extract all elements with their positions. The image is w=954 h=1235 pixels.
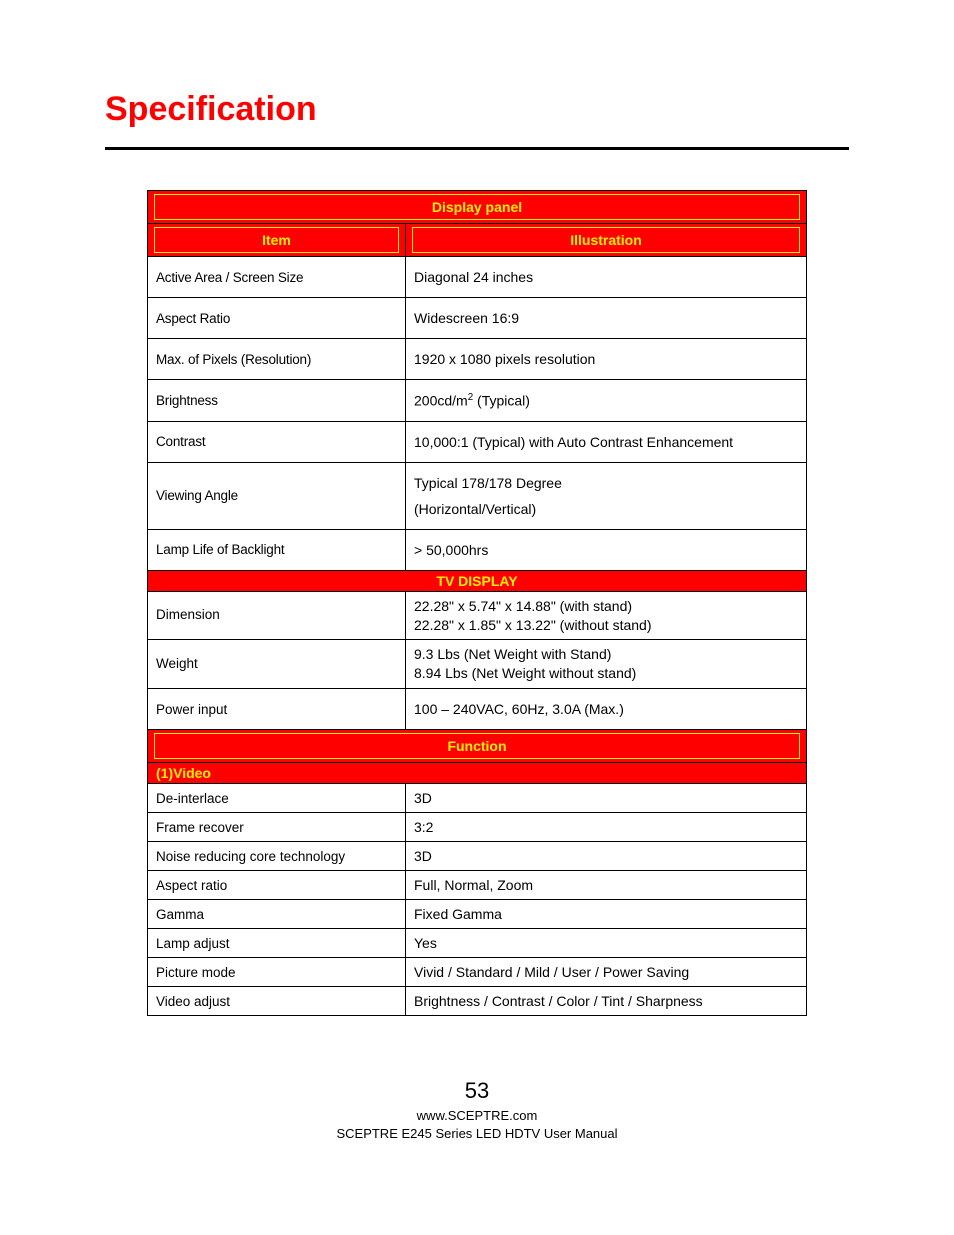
table-row: Noise reducing core technology 3D <box>148 842 807 871</box>
table-row: Dimension 22.28" x 5.74" x 14.88" (with … <box>148 591 807 640</box>
spec-value: Brightness / Contrast / Color / Tint / S… <box>406 987 807 1016</box>
spec-value: Typical 178/178 Degree (Horizontal/Verti… <box>406 462 807 529</box>
page-title: Specification <box>105 90 849 129</box>
footer-manual: SCEPTRE E245 Series LED HDTV User Manual <box>105 1125 849 1143</box>
spec-item: Picture mode <box>148 958 406 987</box>
table-row: De-interlace 3D <box>148 784 807 813</box>
spec-item: De-interlace <box>148 784 406 813</box>
spec-item: Lamp adjust <box>148 929 406 958</box>
spec-item: Aspect Ratio <box>148 298 406 339</box>
spec-value: 10,000:1 (Typical) with Auto Contrast En… <box>406 421 807 462</box>
page-number: 53 <box>105 1076 849 1107</box>
spec-value: 3:2 <box>406 813 807 842</box>
table-row: Picture mode Vivid / Standard / Mild / U… <box>148 958 807 987</box>
spec-item: Viewing Angle <box>148 462 406 529</box>
section-header-tv-display: TV DISPLAY <box>148 570 807 591</box>
table-row: Lamp Life of Backlight > 50,000hrs <box>148 529 807 570</box>
spec-item: Gamma <box>148 900 406 929</box>
page-footer: 53 www.SCEPTRE.com SCEPTRE E245 Series L… <box>105 1076 849 1143</box>
subsection-header-video: (1)Video <box>148 763 807 784</box>
spec-value: 3D <box>406 784 807 813</box>
spec-value: 3D <box>406 842 807 871</box>
footer-url: www.SCEPTRE.com <box>105 1107 849 1125</box>
table-row: Max. of Pixels (Resolution) 1920 x 1080 … <box>148 339 807 380</box>
section-header-display-panel: Display panel <box>148 191 807 224</box>
table-row: Active Area / Screen Size Diagonal 24 in… <box>148 257 807 298</box>
table-row: Weight 9.3 Lbs (Net Weight with Stand) 8… <box>148 640 807 689</box>
page: Specification Display panel Item Illustr… <box>0 0 954 1183</box>
spec-value: Yes <box>406 929 807 958</box>
spec-item: Frame recover <box>148 813 406 842</box>
spec-value: Diagonal 24 inches <box>406 257 807 298</box>
spec-item: Brightness <box>148 380 406 422</box>
spec-item: Contrast <box>148 421 406 462</box>
col-header-illustration: Illustration <box>406 224 807 257</box>
spec-item: Lamp Life of Backlight <box>148 529 406 570</box>
table-row: Viewing Angle Typical 178/178 Degree (Ho… <box>148 462 807 529</box>
col-header-item: Item <box>148 224 406 257</box>
table-row: Gamma Fixed Gamma <box>148 900 807 929</box>
spec-item: Noise reducing core technology <box>148 842 406 871</box>
section-header-function: Function <box>148 730 807 763</box>
spec-value: 1920 x 1080 pixels resolution <box>406 339 807 380</box>
spec-value: 9.3 Lbs (Net Weight with Stand) 8.94 Lbs… <box>406 640 807 689</box>
spec-value: Fixed Gamma <box>406 900 807 929</box>
spec-value: 100 – 240VAC, 60Hz, 3.0A (Max.) <box>406 689 807 730</box>
table-row: Power input 100 – 240VAC, 60Hz, 3.0A (Ma… <box>148 689 807 730</box>
table-row: Video adjust Brightness / Contrast / Col… <box>148 987 807 1016</box>
spec-item: Power input <box>148 689 406 730</box>
spec-item: Weight <box>148 640 406 689</box>
spec-value: Vivid / Standard / Mild / User / Power S… <box>406 958 807 987</box>
spec-value: Full, Normal, Zoom <box>406 871 807 900</box>
spec-item: Max. of Pixels (Resolution) <box>148 339 406 380</box>
spec-value: Widescreen 16:9 <box>406 298 807 339</box>
table-row: Frame recover 3:2 <box>148 813 807 842</box>
title-rule <box>105 147 849 150</box>
spec-value: 22.28" x 5.74" x 14.88" (with stand) 22.… <box>406 591 807 640</box>
table-row: Aspect Ratio Widescreen 16:9 <box>148 298 807 339</box>
table-row: Contrast 10,000:1 (Typical) with Auto Co… <box>148 421 807 462</box>
table-row: Brightness 200cd/m2 (Typical) <box>148 380 807 422</box>
table-row: Aspect ratio Full, Normal, Zoom <box>148 871 807 900</box>
spec-item: Video adjust <box>148 987 406 1016</box>
table-row: Lamp adjust Yes <box>148 929 807 958</box>
spec-item: Active Area / Screen Size <box>148 257 406 298</box>
spec-value: > 50,000hrs <box>406 529 807 570</box>
spec-item: Dimension <box>148 591 406 640</box>
spec-value: 200cd/m2 (Typical) <box>406 380 807 422</box>
spec-item: Aspect ratio <box>148 871 406 900</box>
spec-table: Display panel Item Illustration Active A… <box>147 190 807 1016</box>
